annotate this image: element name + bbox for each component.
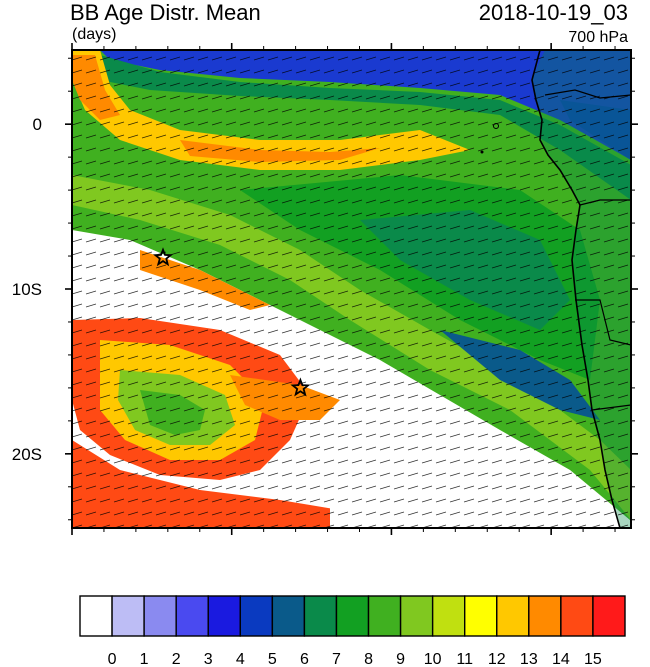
colorbar-label-7: 7	[332, 651, 341, 667]
axis-ticks	[65, 43, 638, 535]
map-panel: 010S20S20W10W010E	[12, 43, 638, 535]
colorbar: 0 1 2 3 4 5 6 7 8 9 10 11 12 13 14 15	[79, 595, 626, 667]
colorbar-box-4	[207, 595, 241, 637]
map-title: BB Age Distr. Mean	[70, 0, 261, 25]
colorbar-label-10: 10	[424, 651, 442, 667]
colorbar-label-5: 5	[268, 651, 277, 667]
colorbar-label-1: 1	[140, 651, 149, 667]
colorbar-box-11	[431, 595, 466, 637]
pressure-level-label: 700 hPa	[568, 29, 628, 46]
lat-label-1: 10S	[12, 280, 42, 299]
units-label: (days)	[72, 26, 117, 43]
markers	[152, 247, 311, 397]
colorbar-box-10	[399, 595, 434, 637]
lat-label-0: 0	[33, 115, 42, 134]
colorbar-labels: 0 1 2 3 4 5 6 7 8 9 10 11 12 13 14 15	[108, 651, 602, 667]
datetime-label: 2018-10-19_03	[478, 0, 628, 25]
colorbar-label-12: 12	[488, 651, 506, 667]
colorbar-box-5	[239, 595, 274, 637]
colorbar-box-16	[592, 595, 626, 637]
colorbar-label-9: 9	[396, 651, 405, 667]
colorbar-box-1	[111, 595, 145, 637]
colorbar-label-4: 4	[236, 651, 245, 667]
colorbar-label-3: 3	[204, 651, 213, 667]
colorbar-box-3	[175, 595, 209, 637]
colorbar-label-6: 6	[300, 651, 309, 667]
colorbar-box-9	[367, 595, 402, 637]
colorbar-label-8: 8	[364, 651, 373, 667]
colorbar-box-2	[143, 595, 177, 637]
colorbar-box-14	[528, 595, 562, 637]
colorbar-boxes	[79, 595, 626, 637]
lat-label-2: 20S	[12, 445, 42, 464]
colorbar-box-15	[560, 595, 594, 637]
star-marker-1	[152, 247, 173, 267]
colorbar-label-15: 15	[584, 651, 602, 667]
star-marker-2	[290, 377, 311, 397]
colorbar-box-12	[464, 595, 498, 637]
colorbar-label-13: 13	[520, 651, 538, 667]
axis-labels: 010S20S20W10W010E	[12, 115, 42, 464]
colorbar-box-7	[303, 595, 338, 637]
colorbar-box-13	[496, 595, 530, 637]
colorbar-label-11: 11	[456, 651, 473, 667]
colorbar-box-6	[271, 595, 306, 637]
colorbar-label-14: 14	[552, 651, 570, 667]
colorbar-label-0: 0	[108, 651, 117, 667]
colorbar-box-8	[335, 595, 370, 637]
colorbar-box-0	[79, 595, 113, 637]
colorbar-label-2: 2	[172, 651, 181, 667]
age-field	[72, 50, 631, 528]
